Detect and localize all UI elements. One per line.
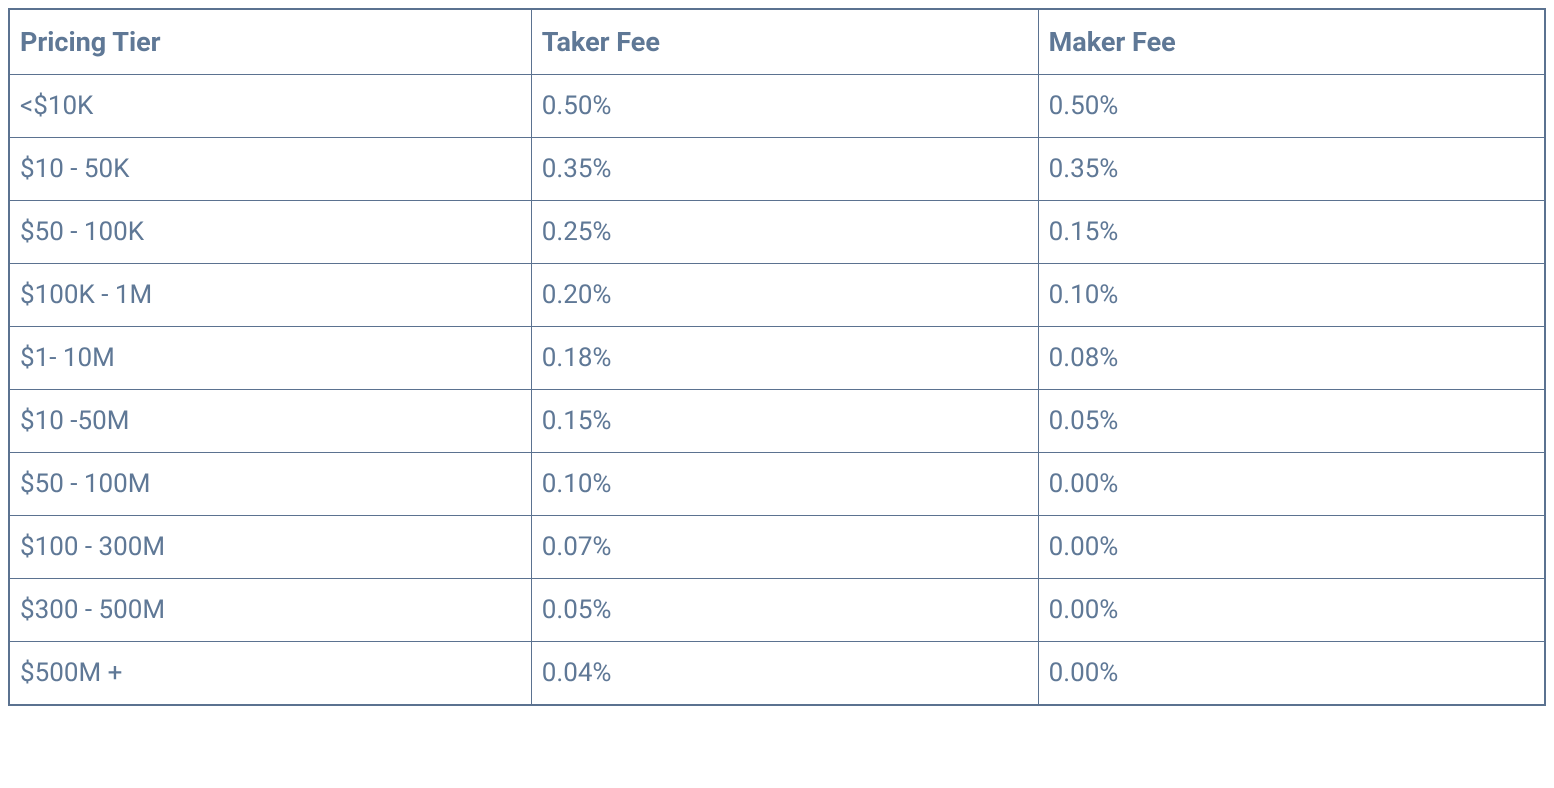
cell-maker-fee: 0.00% xyxy=(1038,516,1545,579)
table-row: $100K - 1M 0.20% 0.10% xyxy=(9,264,1545,327)
table-row: $50 - 100M 0.10% 0.00% xyxy=(9,453,1545,516)
cell-pricing-tier: $50 - 100M xyxy=(9,453,531,516)
cell-taker-fee: 0.15% xyxy=(531,390,1038,453)
cell-taker-fee: 0.50% xyxy=(531,75,1038,138)
cell-pricing-tier: $50 - 100K xyxy=(9,201,531,264)
column-header-pricing-tier: Pricing Tier xyxy=(9,9,531,75)
cell-maker-fee: 0.50% xyxy=(1038,75,1545,138)
table-row: $300 - 500M 0.05% 0.00% xyxy=(9,579,1545,642)
cell-maker-fee: 0.10% xyxy=(1038,264,1545,327)
table-row: $10 - 50K 0.35% 0.35% xyxy=(9,138,1545,201)
cell-taker-fee: 0.10% xyxy=(531,453,1038,516)
cell-taker-fee: 0.04% xyxy=(531,642,1038,706)
cell-pricing-tier: $300 - 500M xyxy=(9,579,531,642)
table-row: $10 -50M 0.15% 0.05% xyxy=(9,390,1545,453)
cell-pricing-tier: $10 -50M xyxy=(9,390,531,453)
column-header-taker-fee: Taker Fee xyxy=(531,9,1038,75)
cell-maker-fee: 0.05% xyxy=(1038,390,1545,453)
cell-pricing-tier: $100 - 300M xyxy=(9,516,531,579)
cell-maker-fee: 0.00% xyxy=(1038,579,1545,642)
cell-taker-fee: 0.35% xyxy=(531,138,1038,201)
table-row: $500M + 0.04% 0.00% xyxy=(9,642,1545,706)
cell-pricing-tier: $100K - 1M xyxy=(9,264,531,327)
table-row: $100 - 300M 0.07% 0.00% xyxy=(9,516,1545,579)
table-row: <$10K 0.50% 0.50% xyxy=(9,75,1545,138)
cell-taker-fee: 0.25% xyxy=(531,201,1038,264)
cell-taker-fee: 0.20% xyxy=(531,264,1038,327)
cell-pricing-tier: <$10K xyxy=(9,75,531,138)
column-header-maker-fee: Maker Fee xyxy=(1038,9,1545,75)
cell-maker-fee: 0.15% xyxy=(1038,201,1545,264)
table-row: $1- 10M 0.18% 0.08% xyxy=(9,327,1545,390)
cell-maker-fee: 0.00% xyxy=(1038,453,1545,516)
cell-taker-fee: 0.18% xyxy=(531,327,1038,390)
pricing-fee-table: Pricing Tier Taker Fee Maker Fee <$10K 0… xyxy=(8,8,1546,706)
table-header-row: Pricing Tier Taker Fee Maker Fee xyxy=(9,9,1545,75)
cell-pricing-tier: $10 - 50K xyxy=(9,138,531,201)
cell-maker-fee: 0.00% xyxy=(1038,642,1545,706)
table-row: $50 - 100K 0.25% 0.15% xyxy=(9,201,1545,264)
cell-maker-fee: 0.35% xyxy=(1038,138,1545,201)
cell-maker-fee: 0.08% xyxy=(1038,327,1545,390)
cell-pricing-tier: $1- 10M xyxy=(9,327,531,390)
cell-pricing-tier: $500M + xyxy=(9,642,531,706)
table-body: <$10K 0.50% 0.50% $10 - 50K 0.35% 0.35% … xyxy=(9,75,1545,706)
cell-taker-fee: 0.07% xyxy=(531,516,1038,579)
cell-taker-fee: 0.05% xyxy=(531,579,1038,642)
